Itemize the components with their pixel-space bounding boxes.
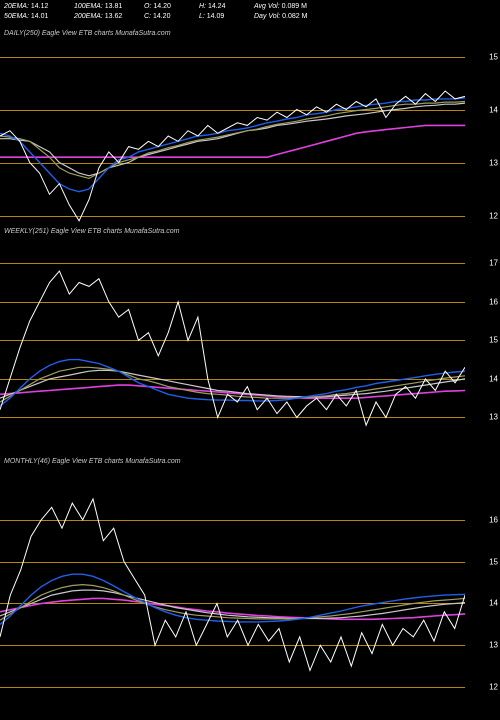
y-axis-labels: 12 13 14 15 16	[468, 478, 498, 708]
series-line	[0, 98, 465, 192]
y-tick-label: 17	[489, 259, 498, 268]
stat-value: 13.62	[103, 13, 122, 20]
stat-value: 13.81	[103, 3, 122, 10]
chart-panel: DAILY(250) Eagle View ETB charts MunafaS…	[0, 30, 500, 242]
stat-label: 50EMA:	[4, 13, 29, 20]
y-tick-label: 14	[489, 105, 498, 114]
stat-item: O: 14.20	[144, 2, 199, 12]
stat-label: Day Vol:	[254, 13, 280, 20]
stat-item: L: 14.09	[199, 12, 254, 22]
stat-item: C: 14.20	[144, 12, 199, 22]
stat-value: 14.01	[29, 13, 48, 20]
stat-label: C:	[144, 13, 151, 20]
panel-title: DAILY(250) Eagle View ETB charts MunafaS…	[4, 30, 171, 37]
stat-label: Avg Vol:	[254, 3, 280, 10]
y-tick-label: 15	[489, 557, 498, 566]
header-stats: 20EMA: 14.12100EMA: 13.81O: 14.20H: 14.2…	[4, 2, 496, 22]
y-tick-label: 15	[489, 336, 498, 345]
y-tick-label: 12	[489, 683, 498, 692]
series-line	[0, 91, 465, 221]
y-tick-label: 13	[489, 413, 498, 422]
stat-label: H:	[199, 3, 206, 10]
chart-panel: MONTHLY(46) Eagle View ETB charts Munafa…	[0, 478, 500, 708]
stat-row-1: 20EMA: 14.12100EMA: 13.81O: 14.20H: 14.2…	[4, 2, 496, 12]
y-axis-labels: 13 14 15 16 17	[468, 244, 498, 456]
stat-value: 0.089 M	[280, 3, 307, 10]
stat-label: 100EMA:	[74, 3, 103, 10]
chart-area	[0, 30, 465, 242]
chart-svg	[0, 30, 465, 242]
stat-item: 100EMA: 13.81	[74, 2, 144, 12]
stat-label: 20EMA:	[4, 3, 29, 10]
stat-item: Avg Vol: 0.089 M	[254, 2, 334, 12]
series-line	[0, 102, 465, 179]
y-tick-label: 12	[489, 211, 498, 220]
stat-row-2: 50EMA: 14.01200EMA: 13.62C: 14.20L: 14.0…	[4, 12, 496, 22]
y-tick-label: 15	[489, 52, 498, 61]
y-tick-label: 16	[489, 515, 498, 524]
chart-panel: WEEKLY(251) Eagle View ETB charts Munafa…	[0, 244, 500, 456]
stat-item: 20EMA: 14.12	[4, 2, 74, 12]
stat-item: 50EMA: 14.01	[4, 12, 74, 22]
stat-item: 200EMA: 13.62	[74, 12, 144, 22]
stat-value: 14.20	[151, 13, 170, 20]
stat-value: 0.082 M	[280, 13, 307, 20]
stat-item: H: 14.24	[199, 2, 254, 12]
y-axis-labels: 12 13 14 15	[468, 30, 498, 242]
stat-label: 200EMA:	[74, 13, 103, 20]
stat-item: Day Vol: 0.082 M	[254, 12, 334, 22]
y-tick-label: 14	[489, 599, 498, 608]
series-line	[0, 103, 465, 176]
stat-value: 14.12	[29, 3, 48, 10]
stat-value: 14.09	[205, 13, 224, 20]
y-tick-label: 16	[489, 297, 498, 306]
panel-title: WEEKLY(251) Eagle View ETB charts Munafa…	[4, 228, 179, 440]
stat-value: 14.20	[151, 3, 170, 10]
stat-value: 14.24	[206, 3, 225, 10]
y-tick-label: 13	[489, 641, 498, 650]
y-tick-label: 13	[489, 158, 498, 167]
y-tick-label: 14	[489, 374, 498, 383]
panel-title: MONTHLY(46) Eagle View ETB charts Munafa…	[4, 458, 181, 688]
